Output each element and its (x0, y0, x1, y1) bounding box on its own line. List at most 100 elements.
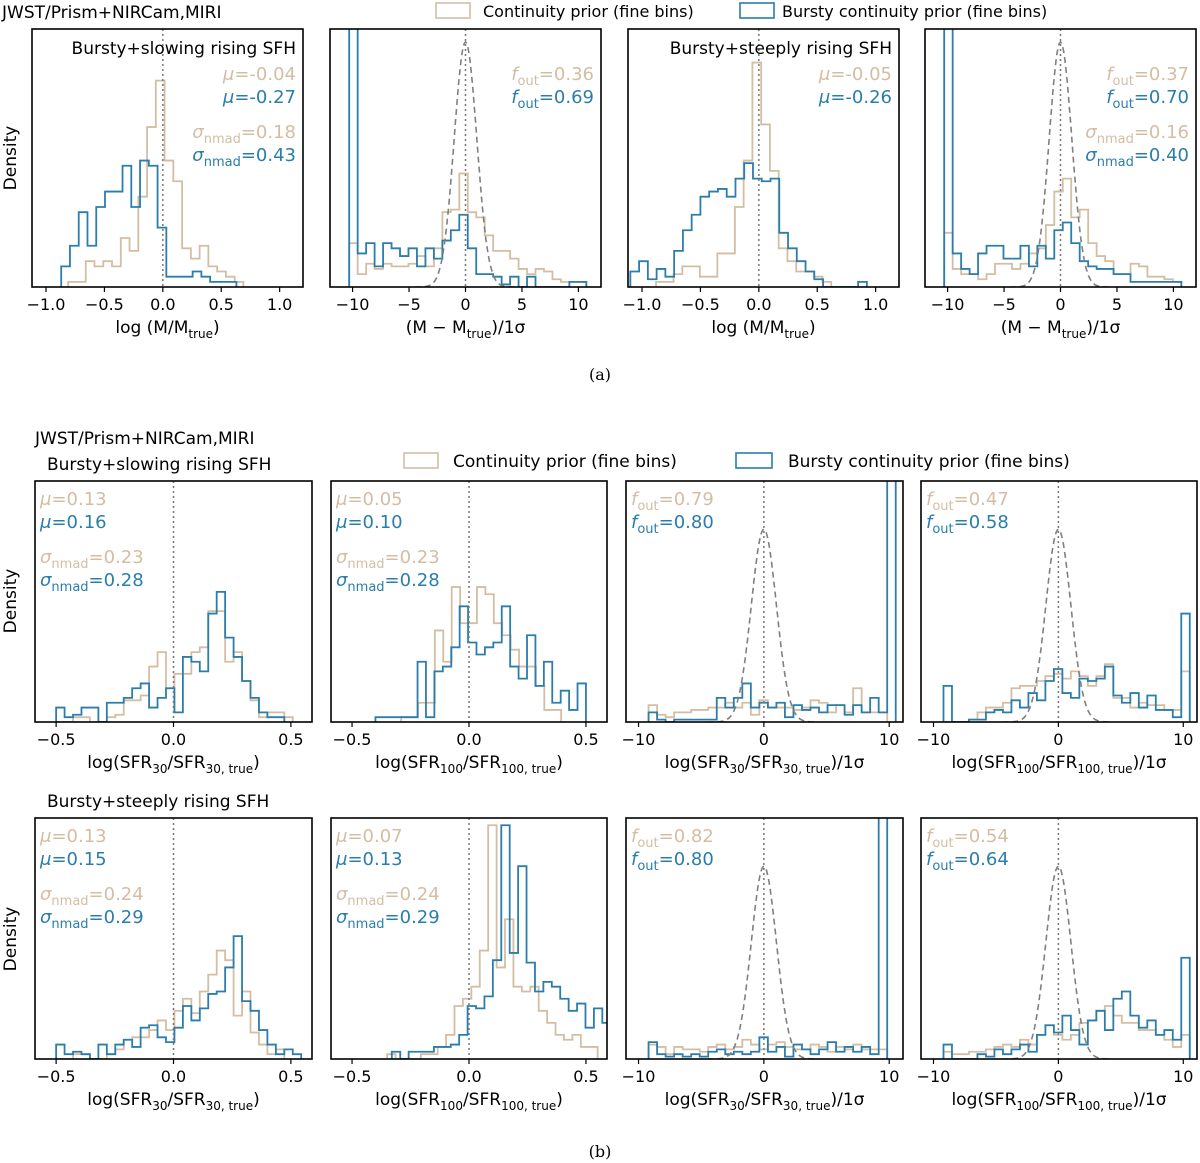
stat-subscript: out (932, 859, 953, 874)
legend-b-continuity-label: Continuity prior (fine bins) (453, 452, 677, 472)
histogram-panel: −0.5 0.0 0.5 log(SFR100/SFR100, true) μ=0.07… (330, 817, 608, 1113)
x-tick-label: 10 (1173, 1067, 1193, 1086)
stat-value: =0.18 (241, 122, 296, 143)
x-tick-label: −10 (931, 295, 965, 314)
stat-annotation-bursty: σnmad=0.40 (1085, 145, 1189, 170)
x-tick-label: −10 (917, 1067, 951, 1086)
x-tick-label: 0.5 (573, 730, 598, 749)
stat-value: =0.13 (51, 489, 106, 510)
x-axis-label-subscript: 100 (1016, 1099, 1039, 1113)
x-tick-label: −0.5 (333, 730, 372, 749)
stat-symbol: μ (39, 849, 51, 870)
x-axis-label-part: log(SFR (951, 1090, 1016, 1110)
plot-area (348, 29, 588, 287)
x-axis-label: (M − Mtrue)/1σ (406, 318, 526, 341)
stat-value: =0.79 (659, 489, 714, 510)
x-axis-label-part: ) (556, 753, 563, 773)
part-a-survey-label: JWST/Prism+NIRCam,MIRI (1, 3, 222, 23)
stat-annotation-bursty: μ=0.13 (335, 849, 403, 870)
histogram-bursty (647, 818, 889, 1059)
stat-value: =0.69 (539, 87, 594, 108)
stat-annotation-bursty: μ=0.15 (39, 849, 107, 870)
legend-b-continuity-swatch (403, 452, 439, 469)
stat-annotation-bursty: μ=0.10 (335, 512, 403, 533)
x-tick-label: 1.0 (863, 295, 888, 314)
stat-annotation-continuity: fout=0.82 (631, 826, 714, 851)
stat-annotation-bursty: fout=0.58 (926, 512, 1009, 537)
stat-value: =0.54 (954, 826, 1009, 847)
x-axis-label-subscript: true (1062, 327, 1087, 341)
stat-value: =0.58 (954, 512, 1009, 533)
x-tick-label: 0.5 (805, 295, 830, 314)
stat-symbol: μ (39, 489, 51, 510)
x-tick-label: −1.0 (27, 295, 66, 314)
histogram-bursty (390, 824, 607, 1059)
stat-annotation-bursty: σnmad=0.28 (40, 570, 144, 595)
stat-subscript: nmad (347, 917, 384, 932)
stat-value: =0.07 (347, 826, 402, 847)
stat-symbol: σ (40, 570, 52, 591)
x-tick-label: 10 (568, 295, 588, 314)
stat-value: =0.29 (89, 907, 144, 928)
stat-value: =0.80 (659, 512, 714, 533)
plot-area (647, 481, 897, 722)
stat-symbol: σ (336, 570, 348, 591)
row-title-slowing: Bursty+slowing rising SFH (47, 455, 271, 475)
stat-subscript: nmad (347, 557, 384, 572)
stat-value: =0.16 (51, 512, 106, 533)
stat-value: =0.40 (1134, 145, 1189, 166)
x-axis-label-part: log(SFR (375, 753, 440, 773)
stat-value: =0.23 (385, 547, 440, 568)
stat-value: =-0.05 (830, 64, 892, 85)
stat-value: =0.28 (385, 570, 440, 591)
plot-area (942, 481, 1191, 722)
stat-symbol: σ (1085, 122, 1097, 143)
stat-subscript: out (518, 97, 539, 112)
legend-b-bursty-swatch (735, 452, 773, 469)
stat-annotation-bursty: fout=0.64 (926, 849, 1009, 874)
x-axis-label-subscript: 100, true (501, 1099, 556, 1113)
x-axis-label-part: /SFR (463, 1090, 501, 1110)
stat-symbol: f (631, 826, 640, 847)
stat-symbol: f (1106, 64, 1115, 85)
x-tick-label: −10 (622, 1067, 656, 1086)
x-axis-label-subscript: 30 (152, 1099, 167, 1113)
part-b-ylabel-row1: Density (1, 569, 21, 634)
x-axis-label-part: ) (556, 1090, 563, 1110)
stat-annotation-bursty: fout=0.80 (631, 849, 714, 874)
stat-symbol: f (631, 489, 640, 510)
stat-annotation-continuity: σnmad=0.24 (40, 884, 144, 909)
stat-subscript: out (1113, 74, 1134, 89)
stat-subscript: out (932, 522, 953, 537)
plot-area (55, 818, 303, 1059)
stat-subscript: nmad (51, 580, 88, 595)
stat-subscript: out (518, 74, 539, 89)
x-tick-label: −0.5 (333, 1067, 372, 1086)
stat-symbol: σ (192, 122, 204, 143)
x-tick-label: 0.5 (278, 1067, 303, 1086)
x-tick-label: 0 (759, 1067, 769, 1086)
reference-gaussian (707, 865, 819, 1059)
stat-annotation-continuity: fout=0.36 (511, 64, 594, 89)
histogram-panel: −10 −5 0 5 10(M − Mtrue)/1σfout=0.37fout=0.7… (924, 28, 1197, 341)
stat-subscript: out (932, 836, 953, 851)
x-axis-label-part: ) (253, 1090, 260, 1110)
x-axis-label-part: /SFR (167, 753, 205, 773)
stat-value: =0.70 (1134, 87, 1189, 108)
stat-subscript: out (637, 836, 658, 851)
x-tick-label: −1.0 (623, 295, 662, 314)
stat-value: =0.16 (1134, 122, 1189, 143)
stat-symbol: σ (336, 547, 348, 568)
stat-symbol: μ (818, 87, 830, 108)
reference-gaussian (1002, 528, 1114, 722)
histogram-continuity (942, 1005, 1191, 1059)
stat-subscript: nmad (204, 155, 241, 170)
x-axis-label: log(SFR30/SFR30, true)/1σ (665, 1090, 865, 1113)
stat-subscript: out (932, 499, 953, 514)
stat-value: =0.47 (954, 489, 1009, 510)
legend-b-bursty-label: Bursty continuity prior (fine bins) (788, 452, 1070, 472)
stat-annotation-continuity: fout=0.47 (926, 489, 1009, 514)
x-axis-label: (M − Mtrue)/1σ (1001, 318, 1121, 341)
